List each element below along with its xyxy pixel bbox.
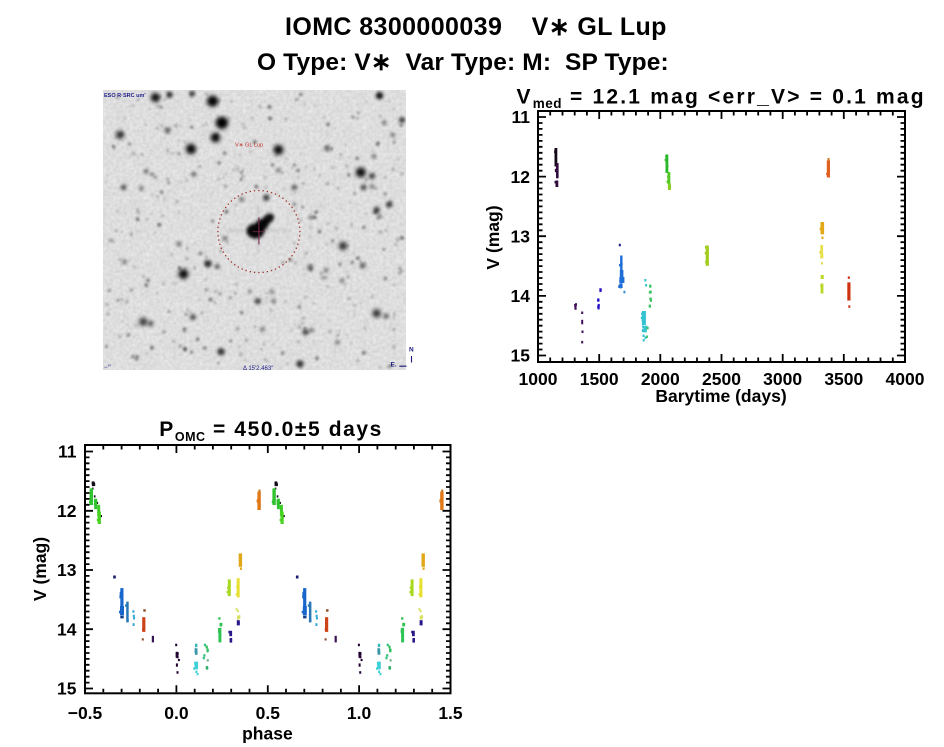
svg-text:0.5: 0.5 [256, 703, 281, 723]
svg-text:Δ 15′2.463″: Δ 15′2.463″ [243, 366, 274, 372]
svg-text:2000: 2000 [641, 369, 680, 389]
svg-text:V∗ GL Lup: V∗ GL Lup [235, 143, 263, 149]
svg-text:V (mag): V (mag) [30, 537, 50, 601]
svg-text:O Type: V∗ Var Type: M: SP T: O Type: V∗ Var Type: M: SP Type: [257, 49, 669, 76]
svg-text:15: 15 [57, 679, 77, 699]
svg-text:1.0: 1.0 [347, 703, 372, 723]
svg-text:3500: 3500 [824, 369, 863, 389]
svg-text:POMC = 450.0±5 days: POMC = 450.0±5 days [159, 418, 383, 444]
svg-text:11: 11 [58, 442, 77, 462]
svg-text:phase: phase [242, 724, 293, 744]
svg-text:Vmed = 12.1 mag <err_V> = 0.1: Vmed = 12.1 mag <err_V> = 0.1 mag [517, 85, 926, 111]
svg-text:ESO R·SRC um′: ESO R·SRC um′ [104, 93, 146, 99]
svg-text:1500: 1500 [580, 369, 619, 389]
svg-text:12: 12 [511, 167, 531, 187]
svg-text:−°′: −°′ [104, 365, 112, 371]
svg-text:15: 15 [511, 346, 531, 366]
svg-text:1.5: 1.5 [438, 703, 463, 723]
svg-text:14: 14 [57, 620, 77, 640]
svg-text:13: 13 [511, 227, 531, 247]
svg-text:13: 13 [57, 560, 77, 580]
svg-text:2500: 2500 [702, 369, 741, 389]
svg-text:Barytime (days): Barytime (days) [655, 386, 786, 406]
svg-text:N: N [409, 347, 414, 354]
svg-text:3000: 3000 [763, 369, 802, 389]
svg-text:1000: 1000 [519, 369, 558, 389]
svg-text:E.: E. [391, 362, 397, 369]
svg-text:14: 14 [511, 286, 531, 306]
svg-text:4000: 4000 [886, 369, 925, 389]
svg-text:−0.5: −0.5 [68, 703, 103, 723]
svg-text:IOMC 8300000039 V∗ GL Lup: IOMC 8300000039 V∗ GL Lup [285, 13, 667, 41]
svg-text:11: 11 [512, 107, 531, 127]
svg-text:0.0: 0.0 [164, 703, 189, 723]
svg-text:V (mag): V (mag) [483, 205, 503, 269]
svg-text:12: 12 [57, 501, 77, 521]
